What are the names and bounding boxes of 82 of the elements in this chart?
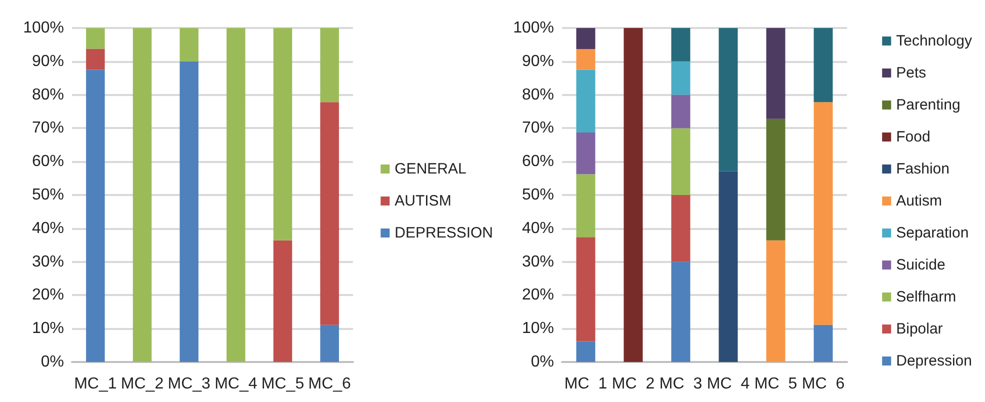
y-tick-label: 20% bbox=[32, 286, 64, 304]
x-tick-label: MC_1 bbox=[74, 376, 117, 392]
x-tick-label: MC 3 bbox=[659, 376, 702, 392]
legend-label: Depression bbox=[896, 352, 972, 370]
bar bbox=[576, 341, 596, 362]
bar bbox=[320, 28, 339, 102]
bar bbox=[766, 240, 786, 362]
x-tick-label: MC_5 bbox=[261, 376, 304, 392]
legend-label: AUTISM bbox=[394, 192, 452, 210]
bar bbox=[718, 28, 738, 172]
y-tick-label: 80% bbox=[522, 86, 554, 104]
bar bbox=[273, 240, 292, 362]
y-tick-label: 10% bbox=[522, 320, 554, 338]
legend-label: Parenting bbox=[896, 96, 960, 114]
bar bbox=[132, 28, 152, 362]
bar bbox=[671, 28, 690, 62]
bar bbox=[320, 102, 339, 325]
legend-label: Selfharm bbox=[896, 288, 956, 306]
bar bbox=[86, 70, 105, 362]
y-tick-label: 0% bbox=[530, 354, 554, 370]
y-tick-label: 90% bbox=[522, 52, 554, 70]
bar bbox=[624, 28, 643, 362]
y-tick-label: 50% bbox=[32, 186, 64, 204]
y-tick-label: 100% bbox=[23, 20, 64, 36]
bar bbox=[273, 28, 292, 240]
legend-label: Technology bbox=[896, 32, 972, 50]
legend-label: Pets bbox=[896, 64, 926, 82]
bar bbox=[180, 28, 198, 62]
y-tick-label: 60% bbox=[32, 153, 64, 170]
legend-label: DEPRESSION bbox=[394, 224, 493, 242]
x-tick-label: MC 5 bbox=[754, 376, 798, 392]
x-tick-label: MC 1 bbox=[564, 376, 608, 392]
bar bbox=[576, 174, 596, 238]
bar bbox=[814, 324, 833, 362]
bar bbox=[576, 237, 596, 342]
bar bbox=[86, 48, 105, 70]
bar bbox=[766, 28, 786, 119]
x-tick-label: MC 4 bbox=[706, 376, 750, 392]
legend-label: Food bbox=[896, 128, 930, 146]
bar bbox=[226, 28, 246, 362]
legend-label: Fashion bbox=[896, 160, 950, 178]
y-tick-label: 50% bbox=[522, 186, 554, 204]
bar bbox=[671, 128, 690, 195]
bar bbox=[86, 28, 105, 49]
x-tick-label: MC_6 bbox=[308, 376, 352, 392]
x-tick-label: MC_3 bbox=[168, 376, 211, 392]
bar bbox=[671, 61, 690, 95]
bar bbox=[576, 70, 596, 133]
x-tick-label: MC 6 bbox=[802, 376, 845, 392]
y-tick-label: 0% bbox=[40, 354, 64, 370]
y-tick-label: 70% bbox=[32, 120, 64, 137]
bar bbox=[671, 195, 690, 262]
y-tick-label: 100% bbox=[513, 20, 554, 36]
y-tick-label: 70% bbox=[522, 120, 554, 137]
bar bbox=[576, 28, 596, 50]
legend-label: Bipolar bbox=[896, 320, 943, 338]
y-tick-label: 80% bbox=[32, 86, 64, 104]
bar bbox=[671, 94, 690, 128]
bar bbox=[718, 171, 738, 362]
y-tick-label: 30% bbox=[32, 253, 64, 270]
legend-label: Separation bbox=[896, 224, 969, 242]
x-tick-label: MC_4 bbox=[214, 376, 258, 392]
y-tick-label: 90% bbox=[32, 52, 64, 70]
bar bbox=[814, 28, 833, 102]
y-tick-label: 10% bbox=[32, 320, 64, 338]
bar bbox=[576, 132, 596, 174]
y-tick-label: 30% bbox=[522, 253, 554, 270]
legend-label: GENERAL bbox=[394, 160, 466, 178]
bar bbox=[180, 61, 198, 362]
legend-label: Autism bbox=[896, 192, 942, 210]
bar bbox=[766, 118, 786, 240]
bar bbox=[576, 49, 596, 70]
bar bbox=[320, 324, 339, 362]
y-tick-label: 40% bbox=[32, 220, 64, 237]
x-tick-label: MC 2 bbox=[612, 376, 655, 392]
x-tick-label: MC_2 bbox=[120, 376, 164, 392]
y-tick-label: 60% bbox=[522, 153, 554, 170]
bar bbox=[671, 262, 690, 362]
legend-label: Suicide bbox=[896, 256, 946, 274]
y-tick-label: 20% bbox=[522, 286, 554, 304]
bar bbox=[814, 102, 833, 325]
y-tick-label: 40% bbox=[522, 220, 554, 237]
